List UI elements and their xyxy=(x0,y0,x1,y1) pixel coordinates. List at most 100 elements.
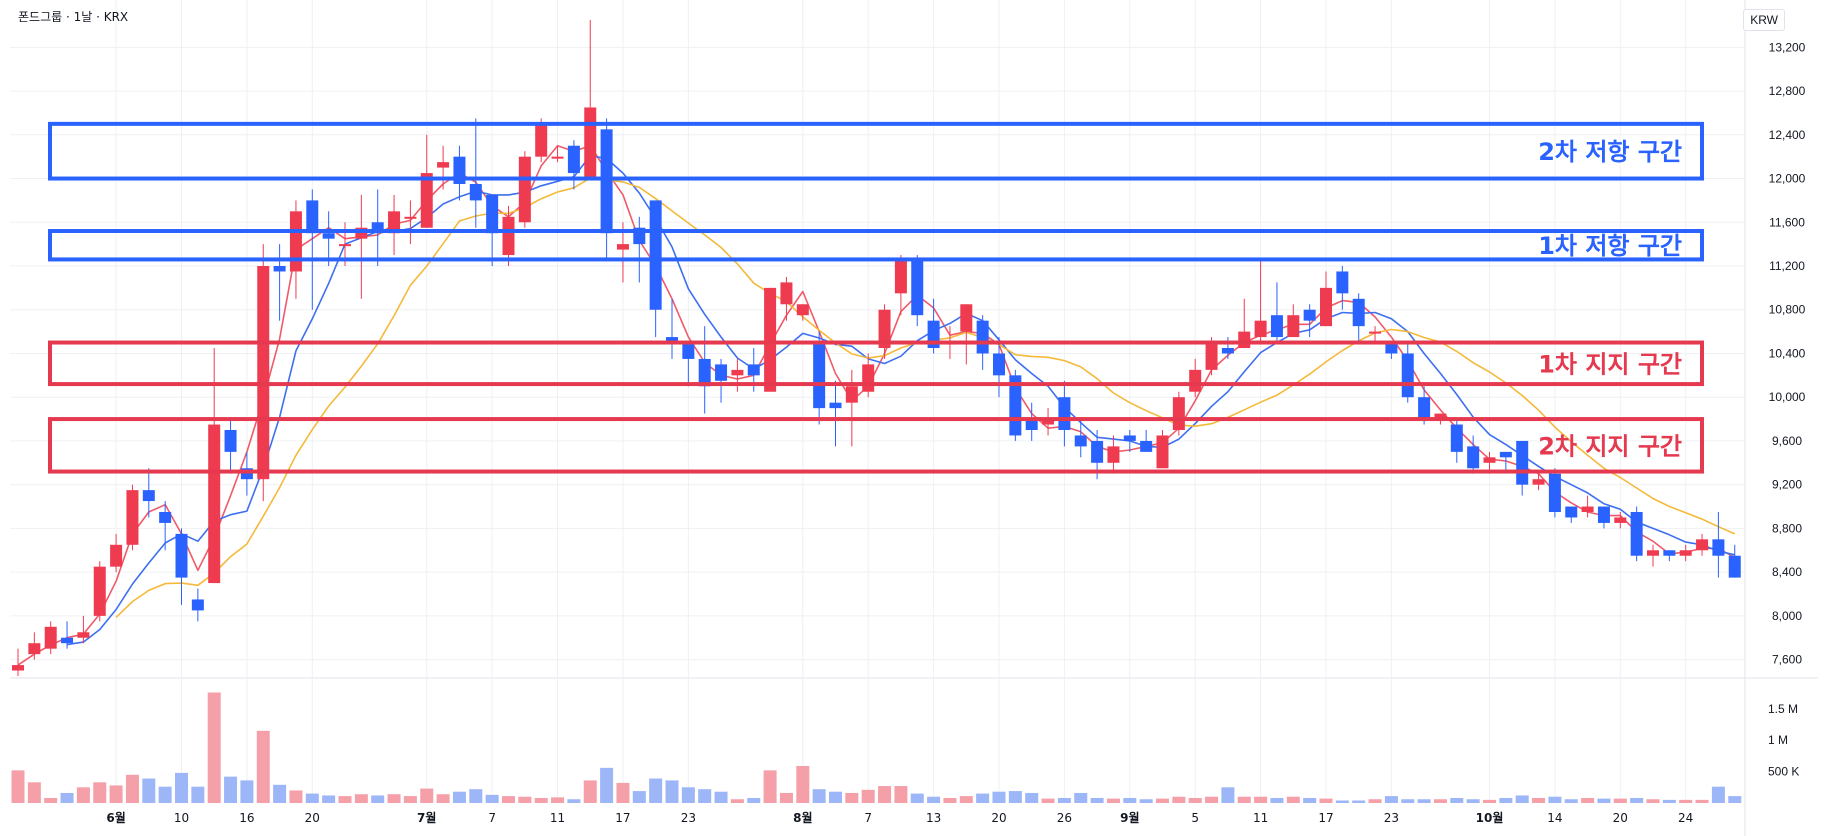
y-tick-label: 9,600 xyxy=(1772,434,1802,448)
volume-bar xyxy=(1597,798,1611,803)
candle-body xyxy=(469,184,482,201)
currency-label[interactable]: KRW xyxy=(1743,9,1785,31)
candle-body xyxy=(371,222,384,234)
x-tick-label: 17 xyxy=(615,811,630,825)
x-tick-label: 8월 xyxy=(793,810,812,825)
volume-bar xyxy=(387,794,401,803)
volume-bar xyxy=(1613,798,1627,803)
y-tick-label: 13,200 xyxy=(1769,40,1806,54)
volume-bar xyxy=(1483,799,1496,803)
candle-body xyxy=(1270,315,1283,338)
candle-body xyxy=(1467,446,1480,469)
candle-body xyxy=(796,304,809,316)
candle-body xyxy=(960,304,973,332)
volume-bar xyxy=(354,794,368,803)
volume-bar xyxy=(1646,799,1660,803)
candle-body xyxy=(28,643,41,655)
volume-bar xyxy=(1466,799,1480,803)
volume-bar xyxy=(1352,800,1366,803)
volume-bar xyxy=(175,772,188,803)
x-tick-label: 17 xyxy=(1318,811,1333,825)
volume-bar xyxy=(27,782,41,803)
y-tick-label: 8,000 xyxy=(1772,609,1802,623)
price-axis[interactable]: 13,200 12,800 12,400 12,000 11,600 11,200 10,8… xyxy=(1769,40,1806,666)
candle-body xyxy=(12,665,24,671)
volume-bar xyxy=(256,730,270,803)
y-tick-label: 7,600 xyxy=(1772,653,1802,667)
volume-bar xyxy=(1270,797,1284,803)
candle-body xyxy=(355,227,368,239)
x-tick-label: 11 xyxy=(550,811,565,825)
volume-bar xyxy=(730,799,744,803)
candle-body xyxy=(1091,440,1104,463)
candle-body xyxy=(780,282,793,305)
candle-body xyxy=(1450,424,1463,452)
y-tick-label: 11,600 xyxy=(1769,215,1805,229)
candle-body xyxy=(1254,320,1267,338)
volume-bar xyxy=(927,796,941,803)
candle-body xyxy=(1025,419,1038,430)
volume-bar xyxy=(1237,796,1251,803)
ma20-line xyxy=(115,177,1736,618)
volume-bar xyxy=(1057,797,1071,803)
volume-bar xyxy=(109,785,123,803)
volume-bar xyxy=(371,795,385,803)
candle-body xyxy=(175,533,188,578)
volume-bar xyxy=(1041,798,1055,803)
candle-body xyxy=(567,145,580,174)
volume-bar xyxy=(1074,792,1088,803)
candle-body xyxy=(1042,419,1055,425)
candle-body xyxy=(731,369,744,376)
volume-bar xyxy=(583,780,597,803)
volume-bar xyxy=(11,770,25,803)
volume-bar xyxy=(616,782,630,803)
candle-body xyxy=(1647,550,1659,556)
volume-bar xyxy=(1515,795,1529,803)
candle-body xyxy=(289,211,302,272)
candle-body xyxy=(518,156,531,223)
candle-body xyxy=(649,200,662,310)
x-tick-label: 5 xyxy=(1191,811,1199,825)
candle-body xyxy=(61,637,74,644)
candle-body xyxy=(1597,506,1610,523)
candle-body xyxy=(1516,440,1529,485)
volume-bar xyxy=(779,792,793,803)
volume-bar xyxy=(976,793,990,803)
volume-bar xyxy=(1695,799,1709,803)
x-tick-label: 20 xyxy=(1613,811,1628,825)
candle-body xyxy=(616,244,629,250)
candle-body xyxy=(77,632,90,638)
candle-body xyxy=(240,468,253,480)
volume-bar xyxy=(763,770,777,803)
volume-bar xyxy=(289,790,303,803)
zones: 2차 저항 구간 1차 저항 구간 1차 지지 구간 2차 지지 구간 xyxy=(48,121,1704,474)
x-tick-label: 10월 xyxy=(1476,810,1504,825)
volume-bar xyxy=(305,793,319,803)
x-tick-label: 11 xyxy=(1253,811,1268,825)
volume-bar xyxy=(1123,797,1137,803)
x-tick-label: 7월 xyxy=(417,810,436,825)
volume-bar xyxy=(1303,797,1317,803)
volume-bar xyxy=(485,794,499,803)
volume-bar xyxy=(665,780,679,803)
volume-bar xyxy=(1384,796,1398,803)
candle-body xyxy=(764,287,777,392)
candle-body xyxy=(894,260,907,294)
candle-body xyxy=(306,200,319,234)
volume-bar xyxy=(1548,796,1562,803)
candle-body xyxy=(1238,331,1251,348)
volume-bar xyxy=(910,793,924,803)
time-axis[interactable]: 6월 10 16 20 7월 7 11 17 23 8월 7 13 20 26 9월 5 11 17 23 10월 14… xyxy=(106,810,1693,825)
candle-body xyxy=(1336,271,1349,294)
volume-tick-label: 1.5 M xyxy=(1768,702,1798,716)
volume-bar xyxy=(1662,799,1676,803)
candle-body xyxy=(1532,479,1545,485)
volume-bar xyxy=(894,786,908,803)
candle-body xyxy=(191,599,204,611)
zone-box xyxy=(48,417,1704,474)
volume-bar xyxy=(1368,799,1382,803)
volume-bar xyxy=(845,792,859,803)
candle-body xyxy=(388,211,401,234)
candle-body xyxy=(862,364,875,392)
